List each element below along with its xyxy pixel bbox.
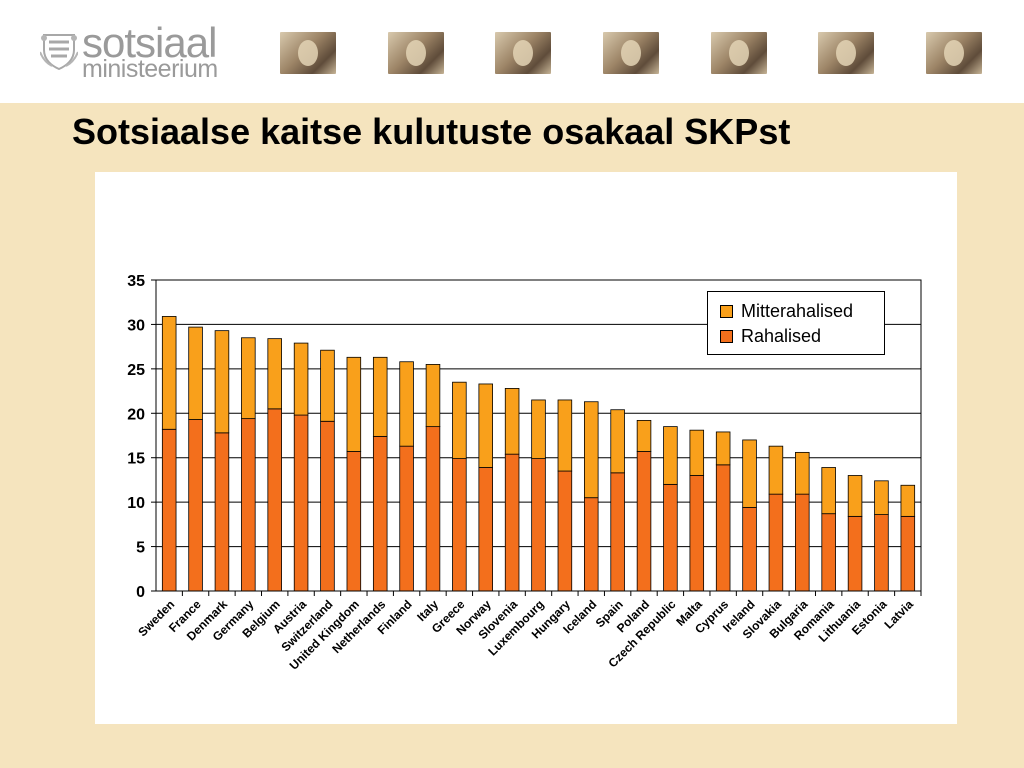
y-tick-label: 30 <box>127 317 145 334</box>
bar-mitterahalised-switzerland <box>320 349 335 422</box>
bar-mitterahalised-france <box>188 326 203 420</box>
bar-rahalised-ireland <box>742 507 757 592</box>
bar-mitterahalised-netherlands <box>372 356 388 437</box>
x-tick-labels: SwedenFranceDenmarkGermanyBelgiumAustria… <box>135 597 916 673</box>
chart-panel: 0 5 10 15 20 25 30 35 Sweden France Denmark German… <box>95 172 957 724</box>
logo-text-ministeerium: ministeerium <box>82 55 218 83</box>
bar-rahalised-cyprus <box>715 464 731 592</box>
legend-label-rahalised: Rahalised <box>741 325 822 346</box>
legend-item-mitterahalised: Mitterahalised <box>720 300 853 322</box>
bar-rahalised-france <box>188 419 203 592</box>
page-title: Sotsiaalse kaitse kulutuste osakaal SKPs… <box>72 111 791 152</box>
bar-rahalised-hungary <box>557 470 573 592</box>
photo-man-portrait <box>603 32 659 74</box>
bar-mitterahalised-lithuania <box>847 475 863 517</box>
bar-mitterahalised-germany <box>241 337 256 420</box>
ministry-logo[interactable]: sotsiaal ministeerium <box>38 19 248 83</box>
bar-rahalised-spain <box>610 472 625 592</box>
x-tick-label-sweden: Sweden <box>135 597 177 639</box>
bar-mitterahalised-belgium <box>267 338 282 410</box>
y-tick-label: 5 <box>136 540 145 557</box>
bar-rahalised-italy <box>425 426 441 592</box>
bar-mitterahalised-sweden <box>161 316 177 430</box>
bar-mitterahalised-bulgaria <box>795 451 810 495</box>
y-tick-label: 25 <box>127 362 145 379</box>
bar-mitterahalised-malta <box>689 429 705 476</box>
bar-mitterahalised-denmark <box>214 330 230 434</box>
chart-legend: Mitterahalised Rahalised <box>707 291 885 355</box>
x-tick-label-latvia: Latvia <box>882 597 917 632</box>
bar-rahalised-poland <box>636 451 652 592</box>
photo-young-man <box>495 32 551 74</box>
bar-rahalised-malta <box>689 475 705 592</box>
bar-rahalised-luxembourg <box>531 458 546 592</box>
bar-rahalised-latvia <box>900 515 916 592</box>
bar-mitterahalised-latvia <box>900 484 916 517</box>
bar-mitterahalised-italy <box>425 364 441 428</box>
bar-series <box>161 316 916 592</box>
y-tick-labels: 0 5 10 15 20 25 30 35 <box>127 273 145 601</box>
bar-mitterahalised-spain <box>610 409 625 474</box>
bar-mitterahalised-norway <box>478 383 493 468</box>
bar-rahalised-czech-republic <box>663 483 678 592</box>
bar-rahalised-norway <box>478 467 493 592</box>
legend-label-mitterahalised: Mitterahalised <box>741 300 854 321</box>
bar-mitterahalised-cyprus <box>715 431 731 466</box>
bar-mitterahalised-iceland <box>583 401 599 499</box>
bar-mitterahalised-united-kingdom <box>346 356 362 452</box>
axes <box>151 279 922 596</box>
bar-rahalised-bulgaria <box>795 493 810 592</box>
header-banner: sotsiaal ministeerium <box>0 0 1024 103</box>
y-tick-label: 15 <box>127 451 145 468</box>
photo-baby <box>926 32 982 74</box>
bar-rahalised-romania <box>821 513 836 592</box>
bar-rahalised-denmark <box>214 432 230 592</box>
bar-mitterahalised-austria <box>293 342 309 416</box>
bar-rahalised-greece <box>452 458 467 592</box>
bar-rahalised-netherlands <box>372 435 388 592</box>
legend-swatch-rahalised <box>720 329 733 343</box>
bar-mitterahalised-hungary <box>557 399 573 472</box>
bar-rahalised-slovakia <box>768 493 784 592</box>
y-tick-label: 20 <box>127 406 145 423</box>
bar-mitterahalised-poland <box>636 419 652 452</box>
legend-swatch-mitterahalised <box>720 304 733 318</box>
bar-rahalised-estonia <box>874 514 889 592</box>
bar-mitterahalised-slovenia <box>504 388 520 455</box>
bar-mitterahalised-estonia <box>874 480 889 515</box>
logo-text-sotsiaal: sotsiaal <box>82 19 217 66</box>
bar-rahalised-lithuania <box>847 515 863 592</box>
bar-rahalised-slovenia <box>504 453 520 592</box>
bar-rahalised-belgium <box>267 408 282 592</box>
bar-rahalised-iceland <box>583 497 599 592</box>
y-tick-label: 10 <box>127 495 145 512</box>
bar-rahalised-sweden <box>161 428 177 592</box>
bar-mitterahalised-ireland <box>742 439 757 508</box>
y-tick-label: 35 <box>127 273 145 290</box>
bar-mitterahalised-greece <box>452 381 467 460</box>
photo-woman-portrait <box>388 32 444 74</box>
photo-woman-thinking <box>711 32 767 74</box>
bar-mitterahalised-slovakia <box>768 445 784 495</box>
plot-area-frame <box>155 279 922 592</box>
bar-rahalised-united-kingdom <box>346 451 362 592</box>
bar-rahalised-switzerland <box>320 420 335 592</box>
bar-rahalised-austria <box>293 414 309 592</box>
bar-rahalised-germany <box>241 418 256 592</box>
coat-of-arms-icon <box>40 34 78 70</box>
y-tick-label: 0 <box>136 584 145 601</box>
photo-person-covering-face <box>818 32 874 74</box>
bar-mitterahalised-romania <box>821 467 836 515</box>
photo-person-hand-to-face <box>280 32 336 74</box>
stacked-bar-chart: 0 5 10 15 20 25 30 35 SwedenFranceDenmarkGerman… <box>127 273 922 673</box>
bar-mitterahalised-finland <box>399 361 414 447</box>
legend-item-rahalised: Rahalised <box>720 325 821 347</box>
bar-rahalised-finland <box>399 445 414 592</box>
bar-mitterahalised-czech-republic <box>663 426 678 485</box>
bar-mitterahalised-luxembourg <box>531 399 546 460</box>
